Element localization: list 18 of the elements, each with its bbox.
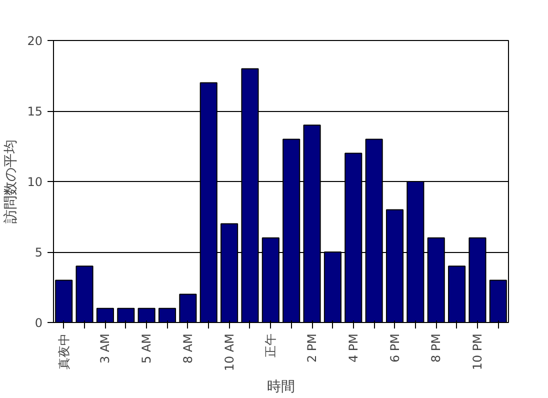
x-axis-title: 時間: [267, 379, 295, 396]
x-tick-label: 10 PM: [470, 333, 484, 370]
x-tick-label: 3 AM: [98, 333, 112, 364]
y-tick-label: 10: [27, 175, 43, 189]
y-tick-label: 5: [34, 246, 43, 260]
x-tick-label: 6 PM: [388, 333, 402, 363]
x-tick-label: 真夜中: [56, 334, 71, 370]
y-tick-label: 20: [27, 34, 43, 48]
x-tick-label: 10 AM: [222, 333, 236, 372]
x-tick-label: 4 PM: [346, 333, 360, 363]
y-tick-label: 15: [27, 104, 43, 118]
x-tick-label: 5 AM: [140, 333, 154, 364]
x-tick-label: 8 PM: [429, 333, 444, 363]
x-tick-label: 2 PM: [305, 333, 320, 363]
x-tick-label: 8 AM: [180, 333, 195, 364]
y-axis-title: 訪問数の平均: [3, 140, 20, 224]
x-tick-label: 正午: [264, 334, 278, 358]
y-tick-label: 0: [34, 316, 43, 330]
